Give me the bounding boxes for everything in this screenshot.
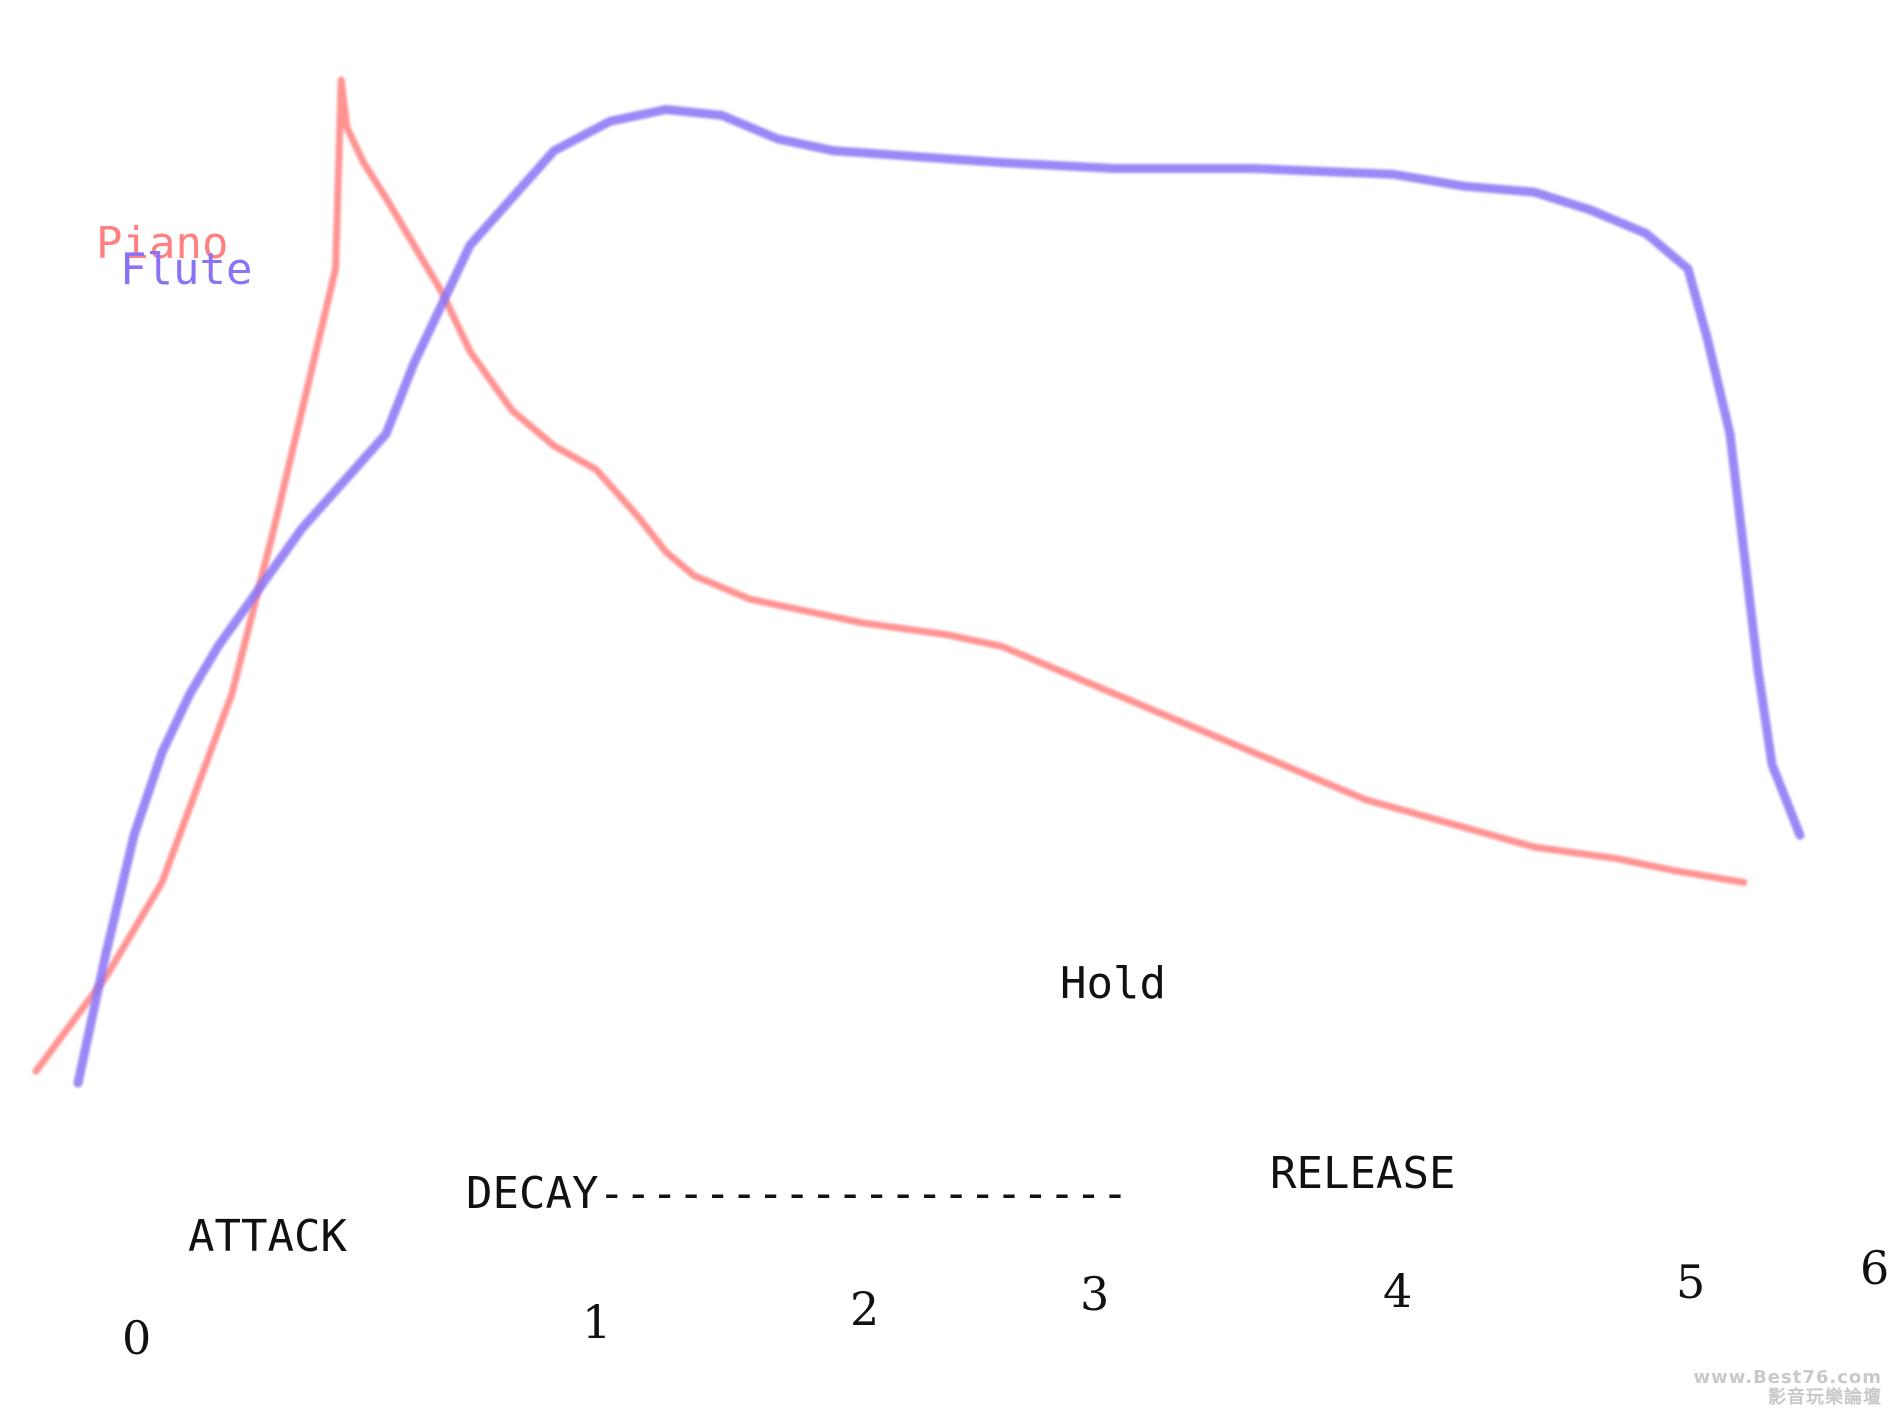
annotation-decay: DECAY-------------------- [466, 1168, 1128, 1219]
x-tick-6: 6 [1860, 1241, 1889, 1295]
x-axis-ticks: 0 1 2 3 4 5 6 [122, 1241, 1889, 1365]
watermark: www.Best76.com 影音玩樂論壇 [1694, 1368, 1883, 1408]
legend: Piano Flute [96, 218, 252, 295]
watermark-url: www.Best76.com [1693, 1367, 1882, 1388]
annotation-attack: ATTACK [188, 1211, 347, 1262]
annotation-release: RELEASE [1270, 1148, 1455, 1199]
annotations: ATTACK DECAY-------------------- Hold RE… [188, 958, 1455, 1262]
x-tick-0: 0 [122, 1311, 151, 1365]
x-tick-1: 1 [582, 1295, 611, 1349]
watermark-forum: 影音玩樂論壇 [1768, 1387, 1882, 1408]
series-layer [32, 76, 1805, 1088]
legend-entry-piano: Piano [96, 218, 228, 269]
series-line-piano [32, 76, 1748, 1075]
x-tick-5: 5 [1676, 1255, 1705, 1309]
legend-entry-flute: Flute [120, 244, 252, 295]
x-tick-4: 4 [1383, 1264, 1412, 1318]
series-line-flute [73, 105, 1805, 1088]
x-tick-2: 2 [850, 1282, 879, 1336]
annotation-hold: Hold [1060, 958, 1166, 1009]
x-tick-3: 3 [1080, 1267, 1109, 1321]
